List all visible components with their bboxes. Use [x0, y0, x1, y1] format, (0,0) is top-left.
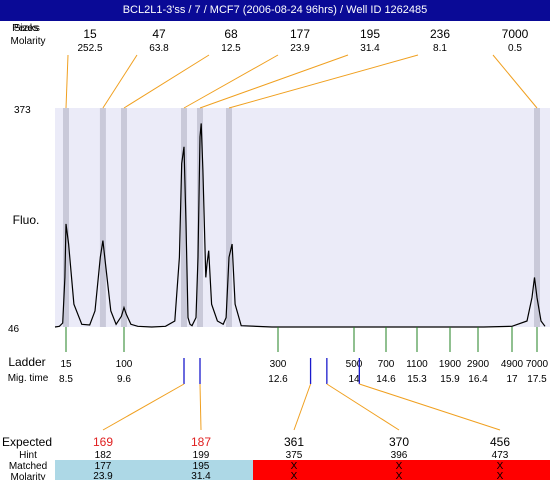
expected-connector: [102, 383, 185, 431]
matched-value: X: [497, 461, 504, 472]
molarity-label: Molarity: [10, 36, 45, 47]
matched-row-bg: [55, 460, 253, 480]
peak-connector: [65, 54, 69, 109]
ladder-time-label: 16.4: [468, 374, 488, 385]
peak-size-label: 236: [430, 27, 450, 41]
ladder-time-label: 12.6: [268, 374, 288, 385]
expected-connector: [293, 383, 312, 431]
peak-connector: [102, 54, 138, 109]
peak-molarity-label: 31.4: [360, 43, 380, 54]
peak-band: [99, 108, 106, 327]
peak-band: [226, 108, 232, 327]
peak-band: [181, 108, 187, 327]
expected-connector: [359, 383, 501, 431]
ladder-size-label: 2900: [467, 359, 490, 370]
expected-label: Expected: [2, 435, 52, 449]
expected-value: 370: [389, 435, 409, 449]
matched-value: 195: [193, 461, 210, 472]
expected-connector: [326, 383, 400, 431]
matched-value: X: [291, 461, 298, 472]
ladder-time-label: 9.6: [117, 374, 131, 385]
ladder-size-label: 7000: [526, 359, 549, 370]
matched-value: X: [396, 461, 403, 472]
matched-value: 177: [95, 461, 112, 472]
ladder-size-label: 1100: [406, 359, 428, 370]
expected-value: 187: [191, 435, 211, 449]
peak-molarity-label: 252.5: [77, 43, 102, 54]
expected-value: 456: [490, 435, 510, 449]
peak-molarity-label: 12.5: [221, 43, 241, 54]
hint-value: 473: [492, 450, 509, 461]
peak-band: [534, 108, 540, 327]
molarity-value: 31.4: [191, 471, 211, 480]
peak-size-label: 177: [290, 27, 310, 41]
peak-size-label: 7000: [502, 27, 529, 41]
ladder-time-label: 15.9: [440, 374, 460, 385]
peak-size-label: 15: [83, 27, 97, 41]
ladder-size-label: 15: [60, 359, 72, 370]
sizes-label: Sizes: [14, 23, 38, 34]
expected-value: 361: [284, 435, 304, 449]
hint-label: Hint: [19, 450, 37, 461]
peak-connector: [492, 54, 538, 109]
ladder-time-label: 17: [506, 374, 518, 385]
y-tick-label: 46: [8, 324, 20, 335]
ladder-size-label: 300: [270, 359, 287, 370]
hint-value: 182: [95, 450, 112, 461]
peak-size-label: 47: [152, 27, 166, 41]
ladder-time-label: 14: [348, 374, 360, 385]
peak-size-label: 68: [224, 27, 238, 41]
ladder-size-label: 1900: [439, 359, 462, 370]
ladder-label: Ladder: [8, 355, 45, 369]
expected-connector: [199, 383, 202, 431]
ladder-time-label: 17.5: [527, 374, 547, 385]
migtime-label: Mig. time: [8, 373, 49, 384]
peak-band: [63, 108, 69, 327]
matched-label: Matched: [9, 461, 47, 472]
ladder-time-label: 14.6: [376, 374, 396, 385]
plot-area: [55, 108, 550, 327]
unmatched-row-bg: [253, 460, 550, 480]
peak-band: [197, 108, 203, 327]
peak-molarity-label: 8.1: [433, 43, 447, 54]
hint-value: 396: [391, 450, 408, 461]
molarity-value: X: [497, 471, 504, 480]
molarity-value: X: [396, 471, 403, 480]
ladder-time-label: 15.3: [407, 374, 427, 385]
expected-value: 169: [93, 435, 113, 449]
hint-value: 375: [286, 450, 303, 461]
bottom-molarity-label: Molarity: [10, 472, 45, 480]
peak-connector: [183, 54, 279, 109]
y-axis-label: Fluo.: [13, 213, 40, 227]
y-tick-label: 373: [14, 105, 31, 116]
peak-connector: [199, 54, 349, 109]
ladder-size-label: 4900: [501, 359, 524, 370]
ladder-size-label: 700: [378, 359, 395, 370]
peak-molarity-label: 63.8: [149, 43, 169, 54]
ladder-time-label: 8.5: [59, 374, 73, 385]
ladder-size-label: 500: [346, 359, 363, 370]
ladder-size-label: 100: [116, 359, 133, 370]
peaks-label: Peaks: [12, 23, 40, 34]
hint-value: 199: [193, 450, 210, 461]
peak-connector: [228, 54, 419, 109]
peak-molarity-label: 0.5: [508, 43, 522, 54]
peak-band: [121, 108, 127, 327]
molarity-value: 23.9: [93, 471, 113, 480]
window-title: BCL2L1-3'ss / 7 / MCF7 (2006-08-24 96hrs…: [0, 0, 550, 21]
peak-molarity-label: 23.9: [290, 43, 310, 54]
peak-size-label: 195: [360, 27, 380, 41]
peak-connector: [123, 54, 210, 109]
molarity-value: X: [291, 471, 298, 480]
